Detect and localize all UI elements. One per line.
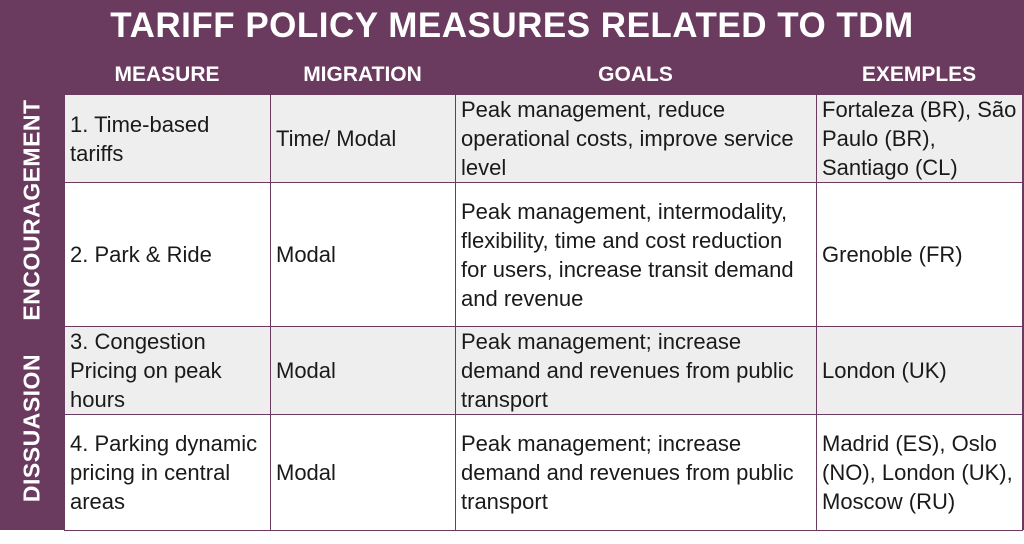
table-row: 1. Time-based tariffs Time/ Modal Peak m… <box>64 94 1023 183</box>
group-label-encouragement-text: ENCOURAGEMENT <box>18 99 45 321</box>
cell-migration: Modal <box>270 326 456 415</box>
cell-examples: Grenoble (FR) <box>816 182 1023 327</box>
cell-goals: Peak management; increase demand and rev… <box>455 326 817 415</box>
cell-examples: Fortaleza (BR), São Paulo (BR), Santiago… <box>816 94 1023 183</box>
cell-measure: 2. Park & Ride <box>64 182 271 327</box>
group-label-encouragement: ENCOURAGEMENT <box>0 94 64 326</box>
group-label-dissuasion: DISSUASION <box>0 326 64 530</box>
cell-measure: 4. Parking dynamic pricing in central ar… <box>64 414 271 531</box>
table-title: TARIFF POLICY MEASURES RELATED TO TDM <box>110 6 914 45</box>
cell-examples: London (UK) <box>816 326 1023 415</box>
header-measure: MEASURE <box>114 63 220 86</box>
group-label-dissuasion-text: DISSUASION <box>18 353 45 503</box>
cell-measure: 1. Time-based tariffs <box>64 94 271 183</box>
cell-goals: Peak management, intermodality, flexibil… <box>455 182 817 327</box>
cell-goals: Peak management; increase demand and rev… <box>455 414 817 531</box>
cell-migration: Modal <box>270 182 456 327</box>
header-migration: MIGRATION <box>303 63 422 86</box>
table-row: 3. Congestion Pricing on peak hours Moda… <box>64 326 1023 415</box>
table-row: 2. Park & Ride Modal Peak management, in… <box>64 182 1023 327</box>
table-row: 4. Parking dynamic pricing in central ar… <box>64 414 1023 531</box>
cell-measure: 3. Congestion Pricing on peak hours <box>64 326 271 415</box>
cell-migration: Modal <box>270 414 456 531</box>
header-examples: EXEMPLES <box>861 63 977 86</box>
cell-migration: Time/ Modal <box>270 94 456 183</box>
cell-examples: Madrid (ES), Oslo (NO), London (UK), Mos… <box>816 414 1023 531</box>
cell-goals: Peak management, reduce operational cost… <box>455 94 817 183</box>
header-goals: GOALS <box>598 63 673 86</box>
measures-table: 1. Time-based tariffs Time/ Modal Peak m… <box>64 94 1023 531</box>
